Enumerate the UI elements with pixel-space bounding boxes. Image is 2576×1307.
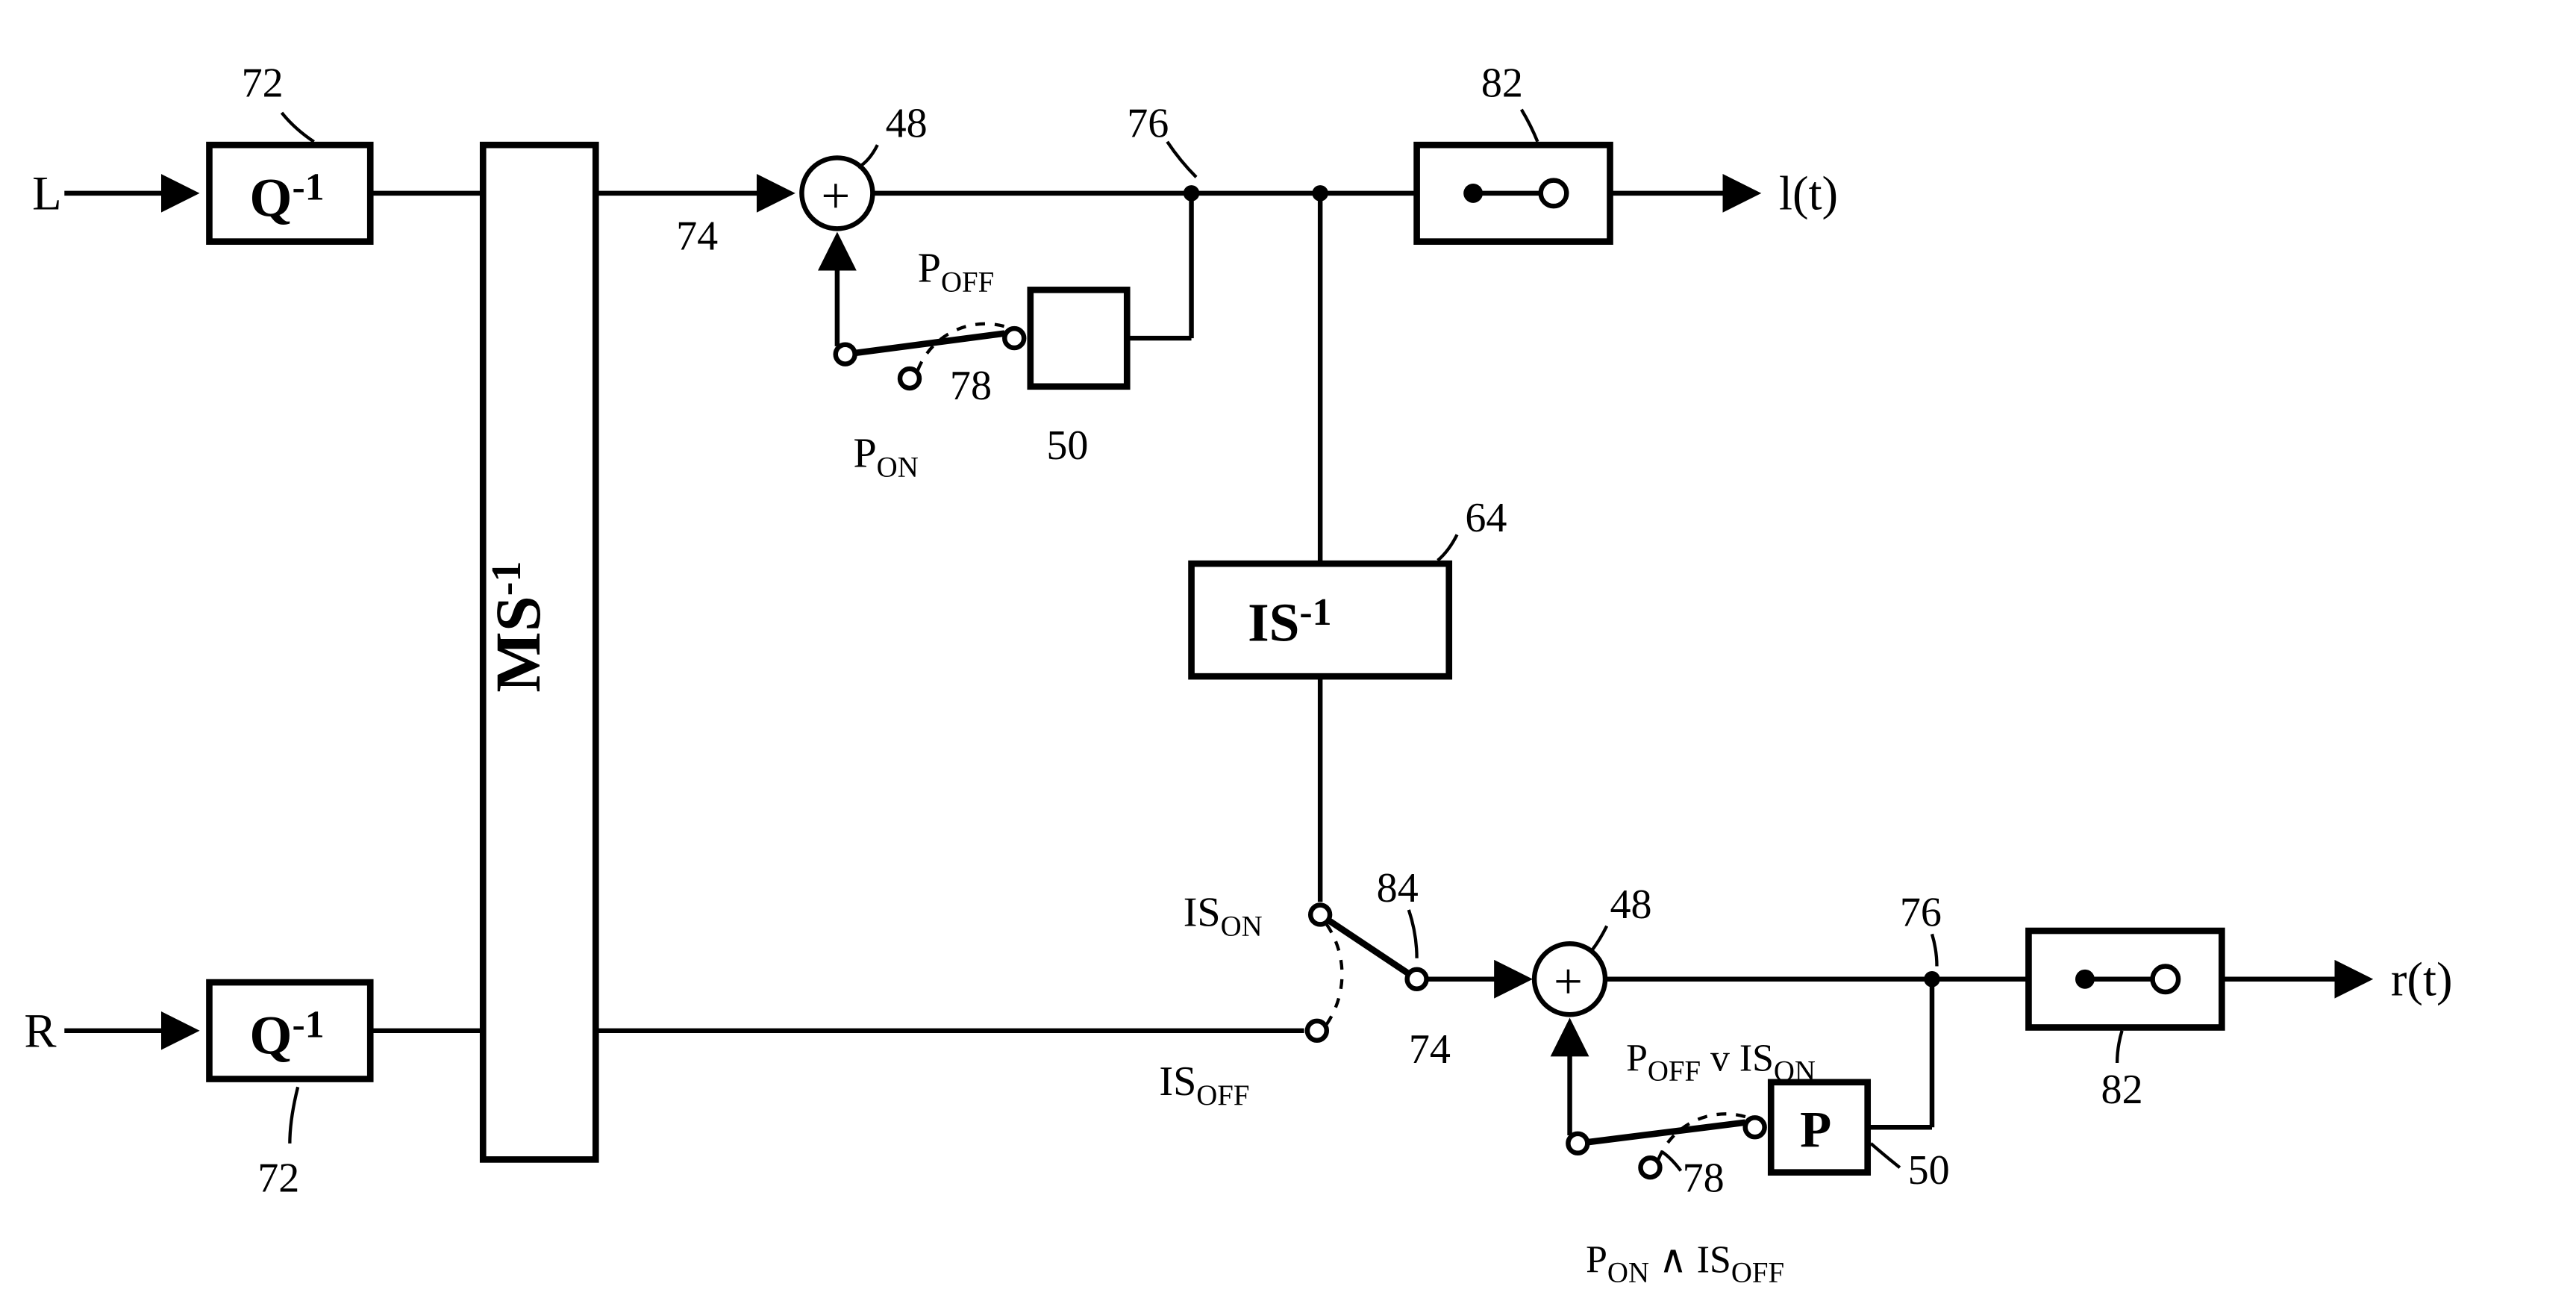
output-rt: r(t) (2391, 952, 2453, 1005)
svg-text:POFF: POFF (918, 246, 994, 299)
ref-74-top: 74 (676, 213, 718, 259)
ref-72-top: 72 (242, 60, 284, 106)
ref-64: 64 (1465, 495, 1507, 541)
ref-82-top: 82 (1481, 60, 1523, 106)
ref-82-bot: 82 (2101, 1067, 2143, 1113)
ref-76-bot: 76 (1900, 890, 1942, 936)
svg-text:+: + (1554, 952, 1583, 1010)
ref-84: 84 (1377, 865, 1419, 911)
ref-78-bot: 78 (1683, 1155, 1725, 1202)
output-lt: l(t) (1779, 166, 1838, 219)
ref-48-top: 48 (886, 100, 928, 146)
ref-78-top: 78 (950, 363, 992, 409)
ref-50-top: 50 (1046, 422, 1088, 469)
svg-text:POFF v ISON: POFF v ISON (1626, 1038, 1816, 1088)
ref-72-bot: 72 (257, 1155, 299, 1202)
svg-text:PON ∧ ISOFF: PON ∧ ISOFF (1586, 1238, 1784, 1288)
svg-text:+: + (821, 166, 850, 224)
ref-48-bot: 48 (1610, 882, 1652, 928)
svg-text:P: P (1800, 1100, 1831, 1158)
input-r-label: R (24, 1003, 57, 1057)
ref-76-top: 76 (1127, 100, 1169, 146)
svg-text:ISON: ISON (1184, 890, 1263, 943)
input-l-label: L (32, 166, 62, 219)
svg-text:PON: PON (853, 431, 918, 484)
ref-74-bot: 74 (1409, 1026, 1451, 1073)
ref-50-bot: 50 (1908, 1147, 1950, 1194)
block-diagram: L Q-1 72 MS-1 74 + 48 76 82 l(t) 50 (0, 0, 2576, 1288)
p-block-top (1031, 290, 1127, 386)
svg-text:ISOFF: ISOFF (1159, 1058, 1249, 1111)
